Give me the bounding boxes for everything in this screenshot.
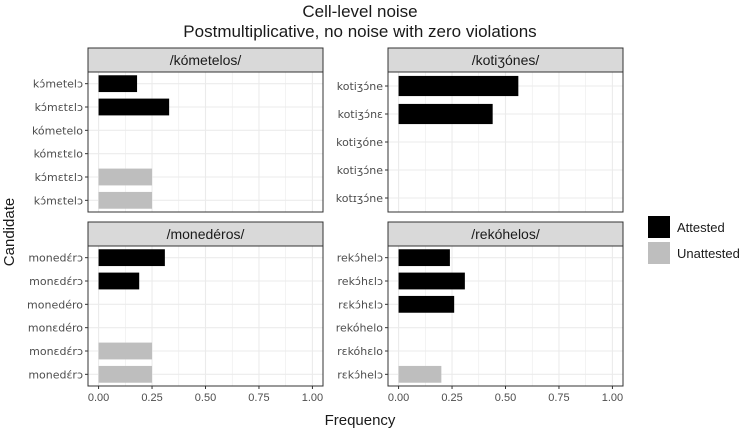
facet-panel: /monedéros/monedɛ́rɔ monɛdɛ́rɔ monedéro mon… [27,221,324,404]
facet-panel: /kotiʒónes/kotiʒɔ́ne kotiʒɔ́nɛ kotiʒóne kot… [336,47,624,213]
legend-swatch [648,242,670,264]
candidate-label: kɔ́mɛtɛlɔ [35,171,83,184]
panel-border [87,71,324,213]
candidate-label: kotiʒóne [336,136,383,149]
x-tick-label: 0.25 [441,392,462,404]
candidate-label: monedɛ́rɔ [28,252,83,265]
candidate-label: rɛkɔ́helɔ [337,368,383,381]
x-tick-label: 1.00 [302,392,323,404]
candidate-label: monɛdɛ́rɔ [29,275,83,288]
facet-panel: /rekóhelos/rekɔ́helɔ rekɔ́hɛlɔ rɛkɔ́hɛlɔ re… [336,221,624,404]
frequency-bar [398,249,450,267]
candidate-label: rekɔ́helɔ [337,252,383,265]
legend: Attested Unattested [648,216,740,264]
candidate-label: kɔ́mɛtɛlɔ [35,101,83,114]
facet-strip-label: /rekóhelos/ [471,226,540,242]
candidate-label: kómɛtɛlo [34,148,84,161]
candidate-label: rekóhelo [336,322,384,335]
facet-strip-label: /monedéros/ [167,226,245,242]
candidate-label: rɛkóhɛlo [337,345,383,358]
candidate-label: monedɛ́rɔ [28,368,83,381]
x-tick-label: 0.75 [248,392,269,404]
y-axis-title: Candidate [1,198,18,266]
facet-strip [87,47,324,73]
legend-label: Attested [677,220,725,235]
candidate-label: kɔ́metelɔ [33,78,83,91]
x-tick-label: 0.00 [88,392,109,404]
chart-title: Cell-level noise [302,2,417,21]
frequency-bar [98,191,153,209]
frequency-bar [98,342,153,360]
x-tick-label: 0.75 [548,392,569,404]
frequency-bar [398,272,465,290]
chart-subtitle: Postmultiplicative, no noise with zero v… [183,22,536,41]
x-tick-label: 0.50 [195,392,216,404]
frequency-bar [98,98,170,116]
x-tick-label: 0.25 [141,392,162,404]
x-tick-label: 0.50 [495,392,516,404]
frequency-bar [398,295,455,313]
candidate-label: kómetelo [32,124,83,137]
frequency-bar [98,75,138,93]
frequency-bar [98,249,165,267]
candidate-label: rekɔ́hɛlɔ [338,275,383,288]
x-tick-label: 0.00 [388,392,409,404]
frequency-bar [398,103,493,125]
facet-strip [387,47,624,73]
candidate-label: kɔ́mɛtelɔ [34,194,83,207]
candidate-label: kotɪʒɔ́ne [336,192,383,205]
x-axis-title: Frequency [325,412,396,429]
frequency-bar [398,365,442,383]
panel-border [387,71,624,213]
x-tick-label: 1.00 [602,392,623,404]
candidate-label: kotiʒɔ́ne [337,164,383,177]
candidate-label: monɛdéro [28,322,83,335]
candidate-label: rɛkɔ́hɛlɔ [338,298,383,311]
candidate-label: monedéro [27,298,83,311]
facet-strip [87,221,324,247]
facet-strip-label: /kómetelos/ [170,52,242,68]
frequency-bar [398,75,519,97]
frequency-bar [98,272,140,290]
candidate-label: kotiʒɔ́nɛ [338,108,383,121]
candidate-label: kotiʒɔ́ne [337,80,383,93]
frequency-bar [98,168,153,186]
candidate-label: monɛdɛ́rɔ [29,345,83,358]
frequency-bar [98,365,153,383]
facet-strip-label: /kotiʒónes/ [472,52,540,68]
facet-panel: /kómetelos/kɔ́metelɔ kɔ́mɛtɛlɔ kómetelo kóm… [32,47,324,213]
facet-strip [387,221,624,247]
legend-swatch [648,216,670,238]
legend-label: Unattested [677,246,740,261]
facet-panels: /kómetelos/kɔ́metelɔ kɔ́mɛtɛlɔ kómetelo kóm… [27,47,624,404]
